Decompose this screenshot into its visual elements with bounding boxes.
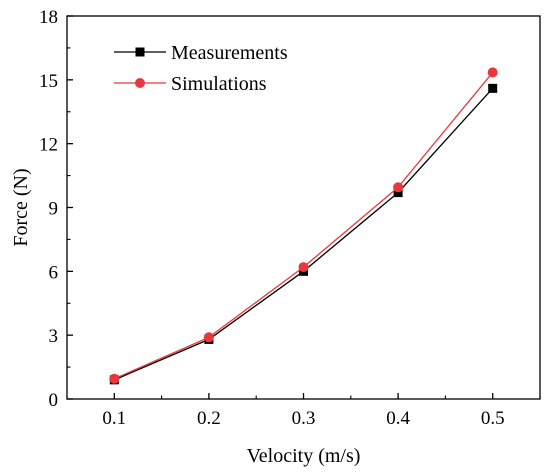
y-tick-label: 3 [49,326,59,347]
legend-marker [135,47,145,57]
x-tick-label: 0.4 [386,408,410,429]
y-axis-title: Force (N) [10,168,32,246]
plot-frame [66,15,541,400]
series-line-measurements [114,87,494,381]
legend-label: Simulations [171,73,267,95]
legend-label: Measurements [171,42,288,64]
data-point-simulations [109,373,120,384]
data-point-measurements [393,188,403,198]
plot-area [109,67,498,385]
y-tick-label: 9 [49,199,59,220]
x-tick-label: 0.2 [197,408,221,429]
y-tick-label: 12 [39,135,58,156]
x-axis-title: Velocity (m/s) [247,445,361,467]
y-tick-label: 15 [39,71,58,92]
data-point-simulations [298,262,309,273]
axes: 0 3 6 9 12 15 18 0.1 0.2 0.3 0.4 0.5 [39,7,541,429]
data-point-simulations [393,182,404,193]
x-tick-label: 0.1 [102,408,126,429]
data-point-simulations [487,67,498,78]
data-point-measurements [488,83,498,93]
x-tick-label: 0.5 [481,408,505,429]
series-line-simulations [114,71,494,380]
data-point-simulations [203,332,214,343]
y-tick-label: 0 [49,390,59,411]
x-tick-label: 0.3 [292,408,316,429]
y-tick-label: 18 [39,7,58,28]
legend: Measurements Simulations [114,42,288,95]
y-tick-label: 6 [49,262,59,283]
legend-marker [135,78,145,88]
